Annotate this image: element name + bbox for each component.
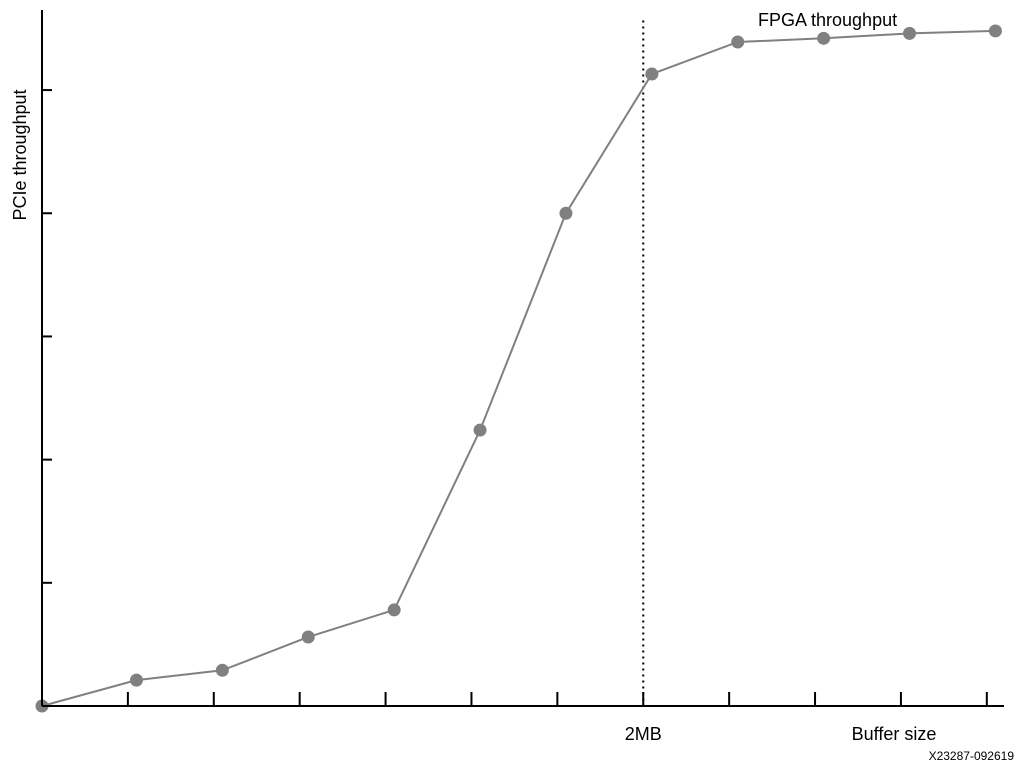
data-point-7 xyxy=(645,67,659,81)
data-point-1 xyxy=(129,673,143,687)
data-point-5 xyxy=(473,423,487,437)
data-point-6 xyxy=(559,206,573,220)
data-point-4 xyxy=(387,603,401,617)
data-points xyxy=(35,24,1002,713)
data-point-3 xyxy=(301,630,315,644)
fpga-throughput-line xyxy=(41,29,996,707)
y-axis-label: PCIe throughput xyxy=(10,89,30,220)
data-point-2 xyxy=(215,663,229,677)
x-tick-label-0: 2MB xyxy=(625,724,662,744)
data-point-9 xyxy=(817,31,831,45)
data-point-11 xyxy=(988,24,1002,38)
x-axis-ticks xyxy=(126,692,988,706)
x-axis-label: Buffer size xyxy=(852,724,937,744)
series-label: FPGA throughput xyxy=(758,10,897,30)
figure-id: X23287-092619 xyxy=(929,749,1015,763)
x-tick-labels: 2MB xyxy=(625,724,662,744)
data-point-8 xyxy=(731,35,745,49)
y-axis-ticks xyxy=(42,89,52,584)
data-point-10 xyxy=(903,26,917,40)
